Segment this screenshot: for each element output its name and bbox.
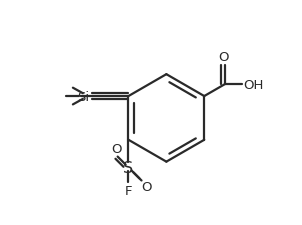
Text: O: O bbox=[218, 51, 228, 64]
Text: Si: Si bbox=[77, 90, 89, 103]
Text: S: S bbox=[124, 160, 133, 175]
Text: O: O bbox=[141, 180, 152, 193]
Text: OH: OH bbox=[243, 78, 264, 91]
Text: O: O bbox=[111, 142, 121, 155]
Text: F: F bbox=[125, 185, 132, 198]
